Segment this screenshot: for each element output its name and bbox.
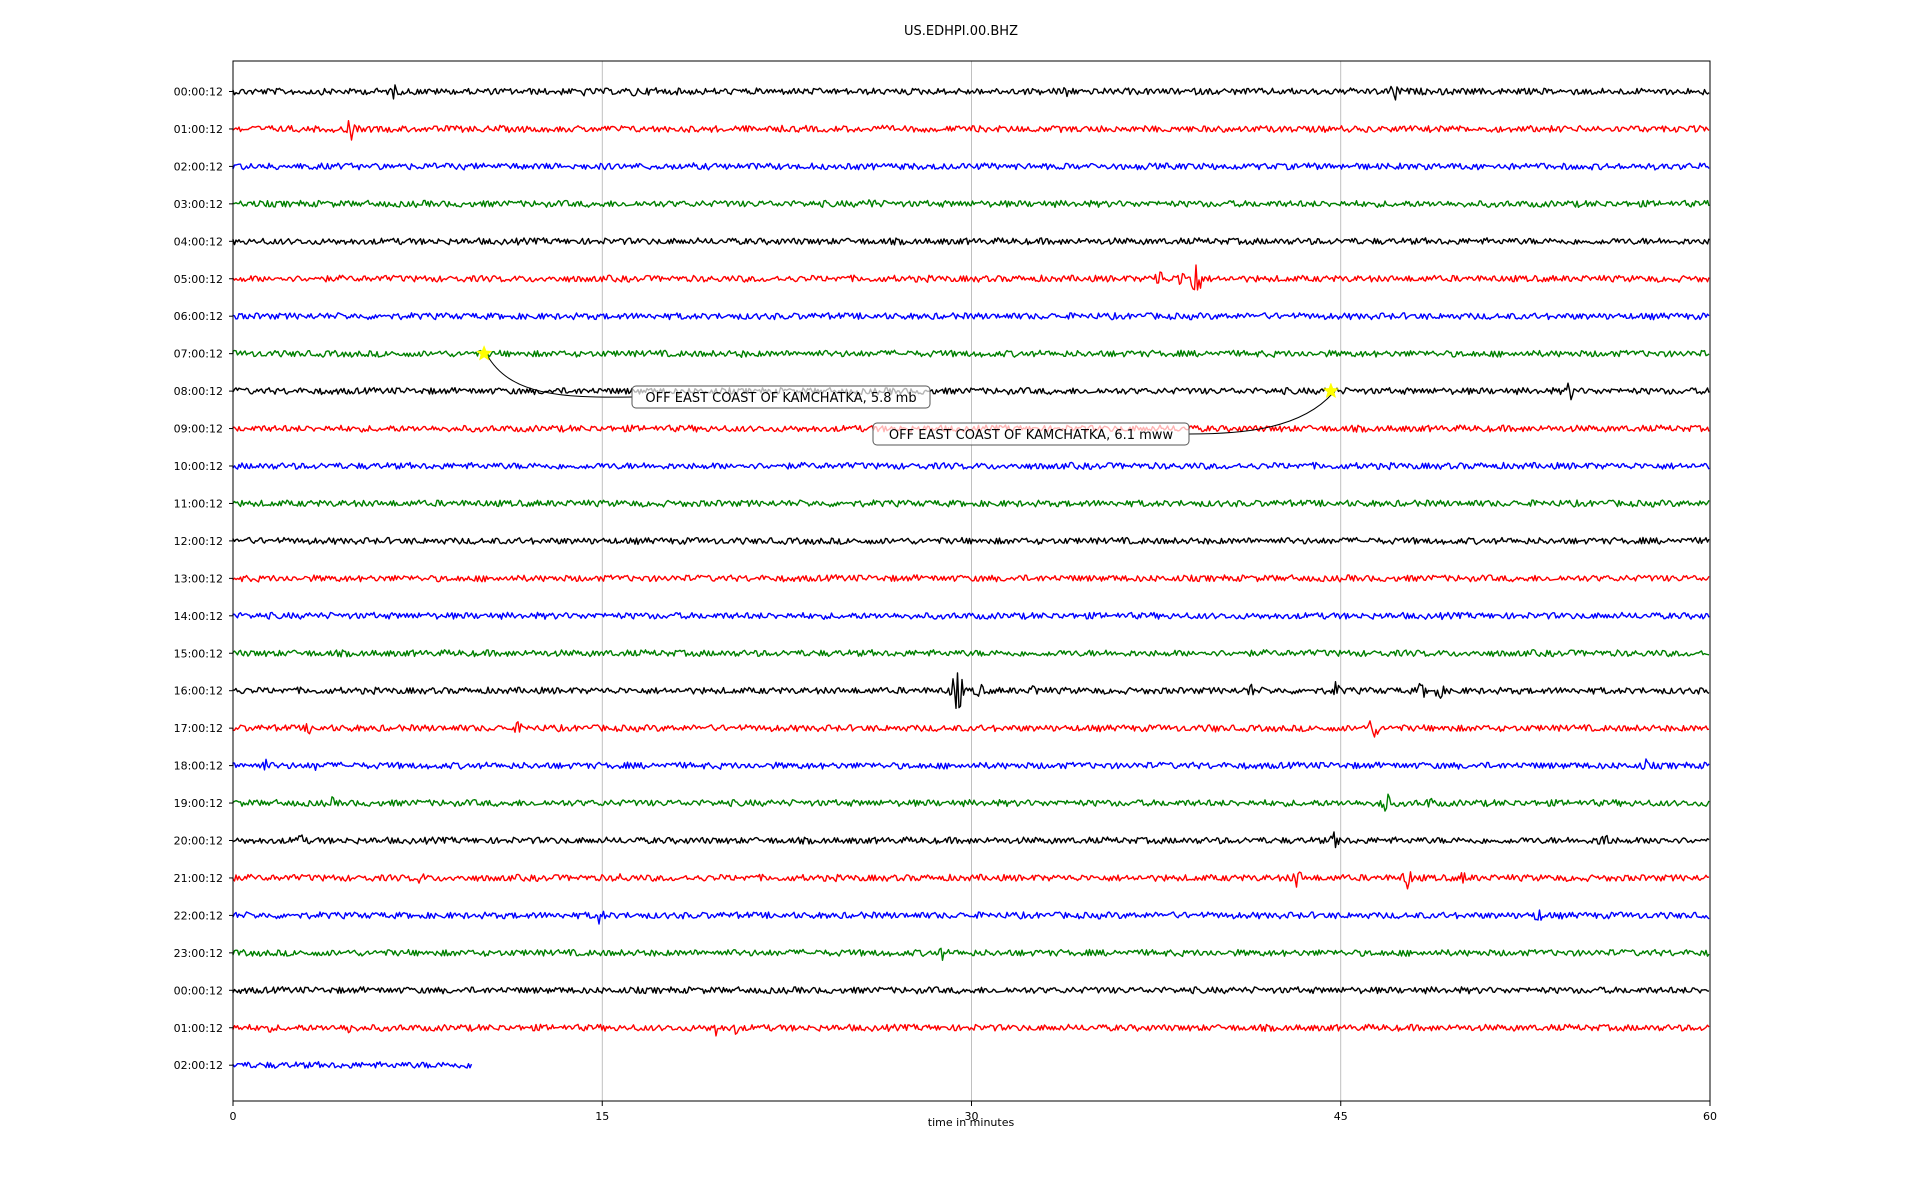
y-tick-label: 02:00:12 <box>174 160 223 173</box>
seismic-trace <box>232 199 1710 208</box>
seismic-trace <box>232 349 1710 358</box>
y-tick-label: 15:00:12 <box>174 647 223 660</box>
seismic-trace <box>232 312 1710 321</box>
annotation-connector <box>1188 392 1334 435</box>
annotation-label: OFF EAST COAST OF KAMCHATKA, 6.1 mww <box>889 428 1174 443</box>
annotation-label: OFF EAST COAST OF KAMCHATKA, 5.8 mb <box>645 391 916 406</box>
x-tick-label: 45 <box>1334 1110 1348 1123</box>
y-tick-label: 17:00:12 <box>174 722 223 735</box>
y-tick-labels: 00:00:12 01:00:12 02:00:12 03:00:12 04:00:12… <box>174 86 233 1072</box>
seismic-trace <box>232 831 1710 849</box>
seismic-trace <box>232 758 1710 771</box>
x-tick-label: 15 <box>595 1110 609 1123</box>
y-tick-label: 16:00:12 <box>174 685 223 698</box>
seismic-trace <box>232 237 1710 246</box>
seismic-trace <box>232 536 1710 546</box>
seismic-trace <box>232 264 1710 291</box>
seismic-trace <box>232 461 1710 471</box>
seismic-trace <box>232 720 1710 738</box>
y-tick-label: 10:00:12 <box>174 460 223 473</box>
y-tick-label: 00:00:12 <box>174 86 223 99</box>
y-tick-label: 18:00:12 <box>174 760 223 773</box>
plot-frame <box>232 60 1711 1102</box>
y-tick-label: 08:00:12 <box>174 385 223 398</box>
y-tick-label: 05:00:12 <box>174 273 223 286</box>
seismic-trace <box>232 382 1710 401</box>
seismic-trace <box>232 162 1710 171</box>
seismic-trace <box>232 120 1710 141</box>
seismic-trace <box>232 947 1710 961</box>
y-tick-label: 22:00:12 <box>174 909 223 922</box>
y-tick-label: 00:00:12 <box>174 984 223 997</box>
seismic-trace <box>232 649 1710 658</box>
y-tick-label: 06:00:12 <box>174 310 223 323</box>
x-axis: 0 15 30 45 60 <box>230 1101 1717 1123</box>
y-tick-label: 03:00:12 <box>174 198 223 211</box>
y-tick-label: 13:00:12 <box>174 572 223 585</box>
seismic-trace <box>232 499 1710 508</box>
y-tick-label: 11:00:12 <box>174 497 223 510</box>
traces <box>232 84 1710 1069</box>
annotation-connector <box>486 354 633 398</box>
x-tick-label: 30 <box>965 1110 979 1123</box>
y-tick-label: 07:00:12 <box>174 348 223 361</box>
y-tick-label: 20:00:12 <box>174 835 223 848</box>
event-annotations: OFF EAST COAST OF KAMCHATKA, 5.8 mb OFF E… <box>475 345 1340 446</box>
y-tick-label: 04:00:12 <box>174 235 223 248</box>
seismic-trace <box>232 909 1710 925</box>
y-tick-label: 21:00:12 <box>174 872 223 885</box>
y-tick-label: 12:00:12 <box>174 535 223 548</box>
annotation-box <box>872 422 1190 446</box>
y-tick-label: 23:00:12 <box>174 947 223 960</box>
seismic-trace <box>232 84 1710 101</box>
x-axis-label: time in minutes <box>928 1116 1015 1129</box>
y-tick-label: 09:00:12 <box>174 423 223 436</box>
y-tick-label: 01:00:12 <box>174 1022 223 1035</box>
seismic-trace <box>232 672 1710 709</box>
seismic-trace <box>232 871 1710 890</box>
annotation-box <box>631 385 931 409</box>
chart-title: US.EDHPI.00.BHZ <box>904 24 1018 39</box>
x-tick-label: 0 <box>230 1110 237 1123</box>
y-tick-label: 01:00:12 <box>174 123 223 136</box>
y-tick-label: 19:00:12 <box>174 797 223 810</box>
seismic-trace <box>232 611 1710 621</box>
y-tick-label: 02:00:12 <box>174 1059 223 1072</box>
seismic-trace <box>232 986 1710 995</box>
x-tick-label: 60 <box>1703 1110 1717 1123</box>
seismic-trace <box>232 793 1710 812</box>
seismic-trace <box>232 574 1710 583</box>
event-star-icon <box>475 345 493 361</box>
y-tick-label: 14:00:12 <box>174 610 223 623</box>
seismic-trace <box>232 1061 473 1069</box>
event-star-icon <box>1322 382 1340 399</box>
seismic-trace <box>232 1023 1710 1037</box>
